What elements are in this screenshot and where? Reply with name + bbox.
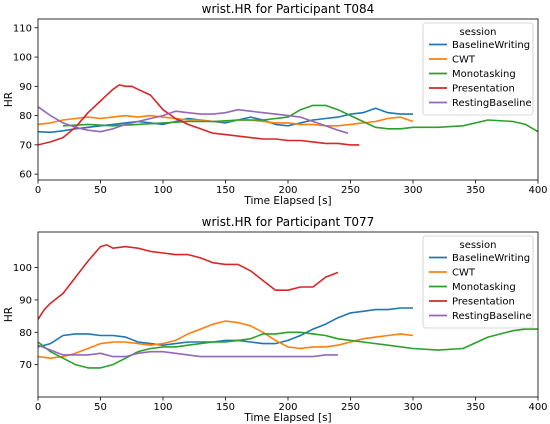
x-tick-label: 250 [341,402,360,413]
x-tick-label: 150 [216,402,235,413]
series-line-baselinewriting [38,307,413,348]
legend-entry-monotasking: Monotasking [452,69,516,80]
x-tick-label: 250 [341,185,360,196]
series-line-monotasking [38,328,538,369]
x-tick-label: 350 [466,185,485,196]
series-lines [38,84,538,146]
x-tick-label: 50 [94,185,107,196]
legend-entry-monotasking: Monotasking [452,282,516,293]
x-tick-label: 200 [278,402,297,413]
legend-box [422,235,534,329]
legend-entry-presentation: Presentation [452,84,515,95]
y-tick-label: 80 [19,111,32,122]
x-tick-label: 50 [94,402,107,413]
y-tick-label: 90 [19,295,32,306]
legend-title: session [459,27,496,38]
chart-title: wrist.HR for Participant T077 [202,215,375,229]
x-tick-label: 0 [35,185,41,196]
legend-title: session [459,240,496,251]
series-line-restingbaseline [38,106,349,134]
y-tick-label: 70 [19,140,32,151]
x-tick-label: 300 [403,185,422,196]
y-tick-label: 100 [13,263,32,274]
y-axis-label: HR [3,307,15,322]
x-tick-label: 100 [153,402,172,413]
y-tick-label: 70 [19,360,32,371]
chart-title: wrist.HR for Participant T084 [202,2,375,16]
chart-1: wrist.HR for Participant T084 0 50 100 150 20… [3,2,548,207]
series-line-presentation [38,84,360,146]
legend-entry-restingbaseline: RestingBaseline [452,98,532,109]
series-line-restingbaseline [38,344,338,358]
y-tick-label: 110 [13,23,32,34]
y-tick-label: 100 [13,53,32,64]
series-line-presentation [38,244,339,320]
x-tick-label: 300 [403,402,422,413]
y-tick-label: 60 [19,170,32,181]
x-tick-label: 350 [466,402,485,413]
legend-entry-restingbaseline: RestingBaseline [452,311,532,322]
y-axis-label: HR [3,92,15,107]
x-tick-label: 150 [216,185,235,196]
legend-entry-cwt: CWT [452,55,476,66]
x-tick-label: 0 [35,402,41,413]
chart-2: wrist.HR for Participant T077 0 50 100 150 20… [3,215,548,424]
legend: session BaselineWriting CWT Monotasking Pres… [422,235,534,329]
x-tick-label: 200 [278,185,297,196]
x-tick-label: 400 [528,402,547,413]
legend-entry-cwt: CWT [452,268,476,279]
legend-box [422,22,534,116]
legend: session BaselineWriting CWT Monotasking Pres… [422,22,534,116]
legend-entry-presentation: Presentation [452,297,515,308]
legend-entry-baselinewriting: BaselineWriting [452,253,530,264]
x-tick-label: 100 [153,185,172,196]
y-tick-label: 90 [19,82,32,93]
x-tick-label: 400 [528,185,547,196]
series-line-monotasking [62,104,538,133]
series-lines [38,244,538,369]
x-axis-label: Time Elapsed [s] [243,195,331,207]
series-line-cwt [38,320,414,359]
legend-entry-baselinewriting: BaselineWriting [452,40,530,51]
y-tick-label: 80 [19,328,32,339]
x-axis-label: Time Elapsed [s] [243,412,331,424]
